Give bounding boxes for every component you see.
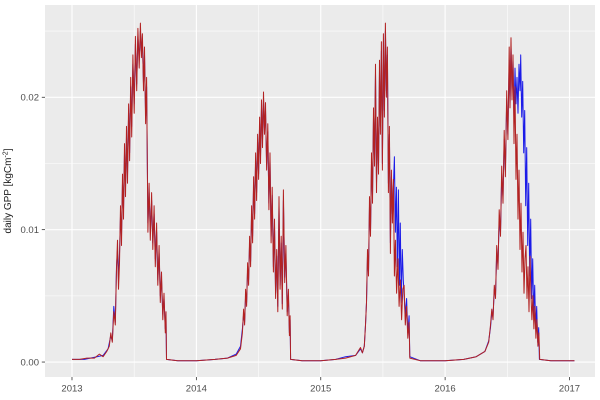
- y-axis-tick-labels: 0.00 0.01 0.02: [21, 93, 40, 369]
- y-axis-title-superscript: -2: [3, 151, 10, 157]
- x-tick-label: 2013: [61, 384, 82, 395]
- axis-tick-marks: [41, 96, 570, 381]
- x-tick-label: 2016: [435, 384, 456, 395]
- major-gridlines: [45, 5, 595, 377]
- y-tick-label: 0.00: [21, 357, 40, 368]
- x-tick-label: 2017: [559, 384, 580, 395]
- series-red-line: [72, 22, 575, 362]
- y-tick-label: 0.02: [21, 93, 40, 104]
- y-axis-title-close: ]: [3, 148, 14, 151]
- x-tick-label: 2014: [186, 384, 207, 395]
- series-lines: [72, 22, 575, 362]
- y-axis-title: daily GPP [kgCm-2]: [3, 148, 15, 233]
- y-axis-title-main: daily GPP [kgCm: [3, 158, 14, 234]
- y-tick-label: 0.01: [21, 225, 40, 236]
- x-tick-label: 2015: [310, 384, 331, 395]
- x-axis-tick-labels: 2013 2014 2015 2016 2017: [61, 384, 580, 395]
